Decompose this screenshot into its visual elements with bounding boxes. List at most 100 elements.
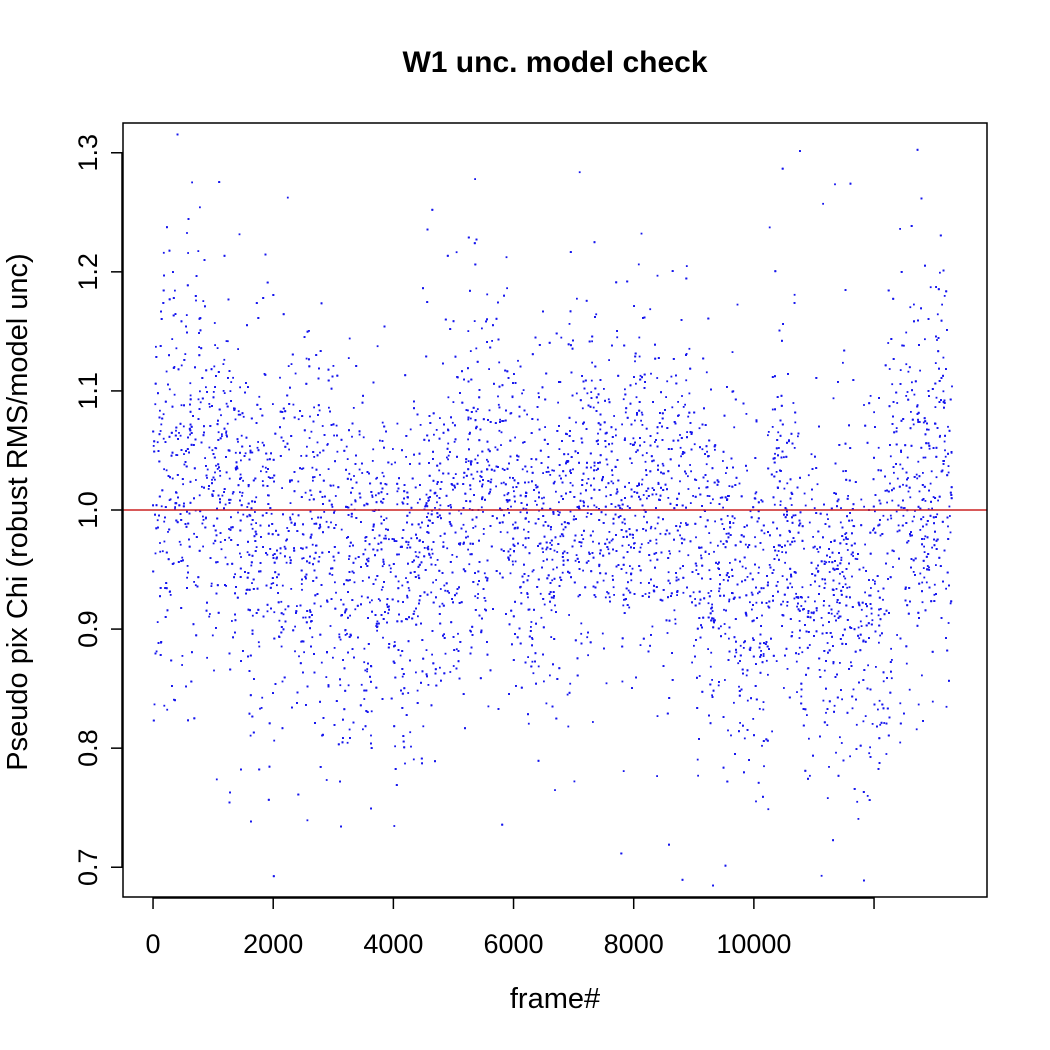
data-point (695, 569, 698, 571)
data-point (386, 493, 389, 495)
data-point (487, 705, 490, 708)
data-point (199, 206, 201, 209)
data-point (767, 808, 770, 811)
data-point (520, 592, 523, 594)
data-point (401, 675, 404, 678)
data-point (166, 708, 169, 711)
data-point (267, 476, 270, 478)
data-point (762, 653, 765, 655)
data-point (393, 641, 396, 643)
data-point (643, 441, 646, 443)
data-point (506, 287, 508, 290)
data-point (511, 560, 514, 563)
data-point (214, 447, 217, 449)
data-point (877, 446, 880, 449)
data-point (396, 490, 399, 493)
data-point (467, 409, 469, 412)
data-point (579, 492, 582, 495)
data-point (159, 550, 162, 553)
data-point (250, 523, 253, 526)
data-point (791, 586, 793, 589)
data-point (862, 720, 865, 723)
data-point (639, 546, 642, 549)
data-point (566, 433, 568, 436)
data-point (690, 470, 692, 473)
data-point (624, 388, 626, 391)
data-point (900, 451, 902, 453)
data-point (762, 587, 765, 590)
data-point (730, 734, 732, 737)
data-point (477, 454, 479, 457)
data-point (697, 774, 699, 777)
data-point (597, 432, 599, 435)
data-point (840, 556, 843, 559)
data-point (302, 557, 305, 559)
data-point (406, 503, 409, 505)
data-point (744, 543, 747, 546)
data-point (578, 171, 581, 174)
data-point (185, 314, 188, 316)
data-point (592, 721, 594, 723)
data-point (575, 392, 578, 395)
data-point (794, 514, 797, 517)
data-point (884, 489, 887, 492)
data-point (905, 331, 908, 334)
data-point (724, 679, 726, 681)
data-point (283, 545, 286, 548)
data-point (285, 539, 287, 542)
data-point (214, 478, 216, 481)
data-point (781, 551, 784, 553)
data-point (257, 641, 260, 644)
data-point (165, 370, 168, 373)
data-point (173, 393, 176, 396)
data-point (725, 532, 728, 535)
data-point (931, 507, 933, 510)
data-point (179, 543, 182, 546)
data-point (866, 795, 869, 797)
data-point (467, 535, 469, 538)
data-point (425, 493, 428, 496)
data-point (788, 529, 791, 532)
chart-title: W1 unc. model check (402, 46, 707, 79)
data-point (211, 478, 213, 481)
data-point (687, 488, 690, 490)
data-point (571, 484, 574, 487)
data-point (404, 762, 406, 765)
data-point (556, 510, 559, 512)
data-point (656, 377, 659, 379)
data-point (455, 648, 458, 651)
data-point (839, 572, 841, 575)
data-point (308, 330, 310, 332)
data-point (242, 415, 245, 418)
data-point (896, 634, 898, 636)
data-point (857, 626, 860, 629)
data-point (844, 533, 847, 535)
data-point (284, 608, 287, 611)
data-point (371, 496, 374, 498)
data-point (622, 398, 625, 401)
data-point (175, 429, 177, 432)
data-point (943, 440, 946, 443)
data-point (746, 469, 748, 472)
data-point (241, 494, 243, 497)
data-point (161, 550, 164, 553)
data-point (237, 410, 240, 413)
data-point (757, 572, 760, 574)
data-point (784, 561, 786, 564)
data-point (439, 666, 441, 669)
data-point (722, 579, 725, 581)
data-point (814, 545, 816, 548)
data-point (225, 432, 227, 434)
data-point (640, 419, 642, 422)
data-point (247, 485, 250, 488)
data-point (888, 368, 891, 370)
data-point (818, 585, 821, 588)
data-point (687, 415, 690, 418)
data-point (162, 413, 165, 416)
data-point (723, 608, 725, 611)
data-point (724, 632, 727, 635)
data-point (154, 552, 157, 555)
data-point (638, 336, 641, 339)
data-point (168, 388, 171, 391)
data-point (804, 504, 807, 507)
